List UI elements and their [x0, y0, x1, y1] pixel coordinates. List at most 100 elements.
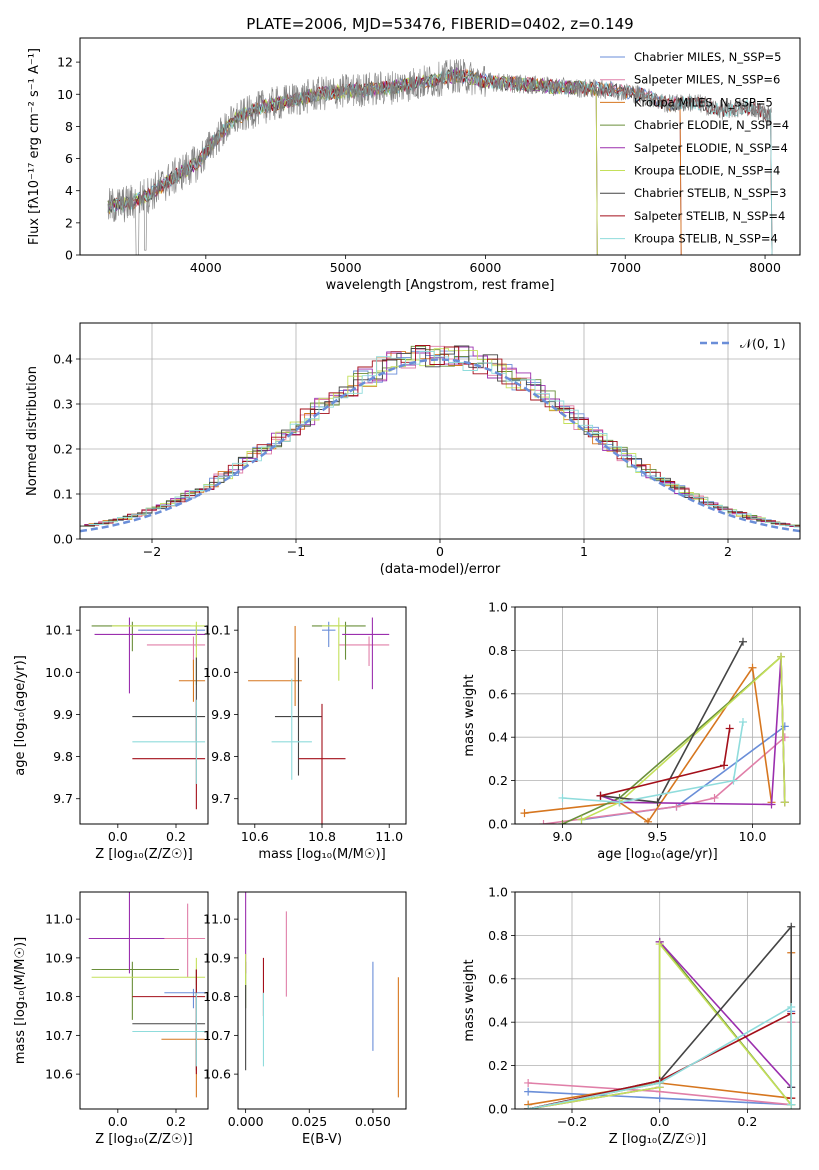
mass-weight-point [539, 820, 548, 824]
x-tick-label: 5000 [330, 260, 362, 275]
x-axis-label: (data-model)/error [380, 562, 501, 577]
y-axis-label: age [log₁₀(age/yr)] [13, 655, 28, 776]
legend-entry: Chabrier STELIB, N_SSP=3 [634, 186, 786, 200]
x-tick-label: 0.0 [650, 1114, 670, 1129]
x-axis-label: Z [log₁₀(Z/Z☉)] [609, 1132, 706, 1147]
mass-weight-point [777, 652, 785, 661]
x-tick-label: 11.0 [375, 829, 403, 844]
residual-histogram [88, 350, 800, 528]
x-axis-label: Z [log₁₀(Z/Z☉)] [95, 847, 192, 862]
x-tick-label: 0.0 [108, 1114, 128, 1129]
y-tick-label: 10.9 [203, 950, 231, 965]
y-tick-label: 9.7 [53, 791, 73, 806]
plot-area [245, 892, 399, 1098]
y-tick-label: 9.9 [211, 707, 231, 722]
x-tick-label: 6000 [470, 260, 502, 275]
y-axis-label: mass weight [462, 959, 477, 1041]
y-tick-label: 11.0 [203, 912, 231, 927]
y-tick-label: 6 [65, 151, 73, 166]
legend-entry: Kroupa STELIB, N_SSP=4 [634, 232, 778, 246]
mass-weight-point [655, 940, 664, 949]
mass-weight-point [748, 663, 757, 672]
chart-panel-1: 4000 5000 6000 7000 8000 0 2 4 6 8 10 12 wavelength … [27, 15, 801, 293]
y-axis-label: Flux [fλ10⁻¹⁷ erg cm⁻² s⁻¹ A⁻¹] [27, 48, 42, 245]
y-tick-label: 10.7 [203, 1028, 231, 1043]
mass-weight-point [729, 776, 738, 785]
y-tick-label: 10.8 [45, 989, 73, 1004]
y-tick-label: 0 [65, 248, 73, 263]
y-axis-label: mass weight [462, 674, 477, 756]
axes-frame [79, 891, 209, 1110]
chart-panel-8: −0.2 0.0 0.2 0.0 0.2 0.4 0.6 0.8 1.0 Z [log₁₀(Z/Z… [462, 885, 801, 1147]
x-tick-label: 1 [580, 544, 588, 559]
y-tick-label: 0.6 [488, 686, 508, 701]
x-tick-label: 9.5 [648, 829, 668, 844]
y-axis-label: mass [log₁₀(M/M☉)] [13, 937, 28, 1064]
mass-weight-point [596, 791, 605, 800]
mass-weight-point [653, 798, 662, 807]
x-tick-label: 7000 [609, 260, 641, 275]
mass-weight-point [780, 733, 789, 742]
chart-panel-3: 0.0 0.2 9.7 9.8 9.9 10.0 10.1 Z [log₁₀(Z/Z☉)] ag… [13, 606, 209, 862]
mass-weight-point [672, 802, 681, 811]
chart-panel-6: 0.0 0.2 10.6 10.7 10.8 10.9 11.0 Z [log₁₀(Z/Z☉)… [13, 891, 209, 1147]
mass-weight-point [767, 800, 776, 809]
y-tick-label: 0.4 [53, 352, 73, 367]
mass-weight-line [581, 655, 786, 821]
axes-frame [79, 322, 801, 540]
axes-frame [237, 606, 407, 825]
mass-weight-line [524, 665, 773, 823]
chart-panel-4: 10.6 10.8 11.0 9.7 9.8 9.9 10.0 10.1 mass [log₁₀… [203, 606, 407, 862]
x-tick-label: −0.2 [557, 1114, 587, 1129]
y-tick-label: 8 [65, 119, 73, 134]
plot-area [515, 607, 800, 824]
y-tick-label: 0.0 [53, 532, 73, 547]
y-tick-label: 9.7 [211, 791, 231, 806]
plot-area [248, 617, 390, 824]
y-tick-label: 0.2 [53, 442, 73, 457]
x-axis-label: age [log₁₀(age/yr)] [597, 847, 718, 862]
mass-weight-point [710, 793, 719, 802]
mass-weight-point [787, 1003, 796, 1012]
x-tick-label: 9.0 [553, 829, 573, 844]
y-tick-label: 11.0 [45, 912, 73, 927]
y-tick-label: 10.8 [203, 989, 231, 1004]
x-tick-label: 0 [436, 544, 444, 559]
normal-curve [80, 358, 800, 533]
legend-entry: Kroupa MILES, N_SSP=5 [634, 95, 773, 109]
y-tick-label: 10.0 [203, 665, 231, 680]
y-tick-label: 0.4 [488, 730, 508, 745]
x-tick-label: 10.8 [308, 829, 336, 844]
y-tick-label: 9.9 [53, 707, 73, 722]
y-tick-label: 0.0 [488, 817, 508, 832]
mass-weight-point [720, 761, 728, 770]
y-tick-label: 10 [57, 87, 73, 102]
axes-frame [79, 37, 801, 256]
y-tick-label: 10.1 [45, 623, 73, 638]
legend-entry: Salpeter ELODIE, N_SSP=4 [634, 141, 788, 155]
chart-panel-5: 9.0 9.5 10.0 0.0 0.2 0.4 0.6 0.8 1.0 age [log₁₀(a… [462, 600, 801, 862]
x-tick-label: 0.025 [291, 1114, 327, 1129]
observed-spectrum-line [107, 58, 772, 255]
y-tick-label: 10.9 [45, 950, 73, 965]
y-tick-label: 9.8 [211, 749, 231, 764]
x-tick-label: 0.2 [737, 1114, 757, 1129]
y-tick-label: 0.4 [488, 1015, 508, 1030]
mass-weight-line [528, 941, 792, 1109]
mass-weight-line [528, 1005, 792, 1109]
axes-frame [237, 891, 407, 1110]
mass-weight-point [558, 793, 567, 802]
plot-area [91, 617, 206, 810]
y-tick-label: 10.6 [203, 1067, 231, 1082]
mass-weight-point [787, 922, 796, 931]
axes-frame [514, 891, 801, 1110]
legend-entry: 𝒩(0, 1) [740, 336, 786, 351]
chart-panel-7: 0.000 0.025 0.050 10.6 10.7 10.8 10.9 11.0 E(B-V… [203, 891, 407, 1147]
legend-entry: Chabrier MILES, N_SSP=5 [634, 50, 781, 64]
x-tick-label: 4000 [190, 260, 222, 275]
mass-weight-point [520, 809, 529, 818]
x-tick-label: 10.0 [739, 829, 767, 844]
y-tick-label: 10.7 [45, 1028, 73, 1043]
y-tick-label: 0.6 [488, 971, 508, 986]
y-tick-label: 1.0 [488, 600, 508, 615]
